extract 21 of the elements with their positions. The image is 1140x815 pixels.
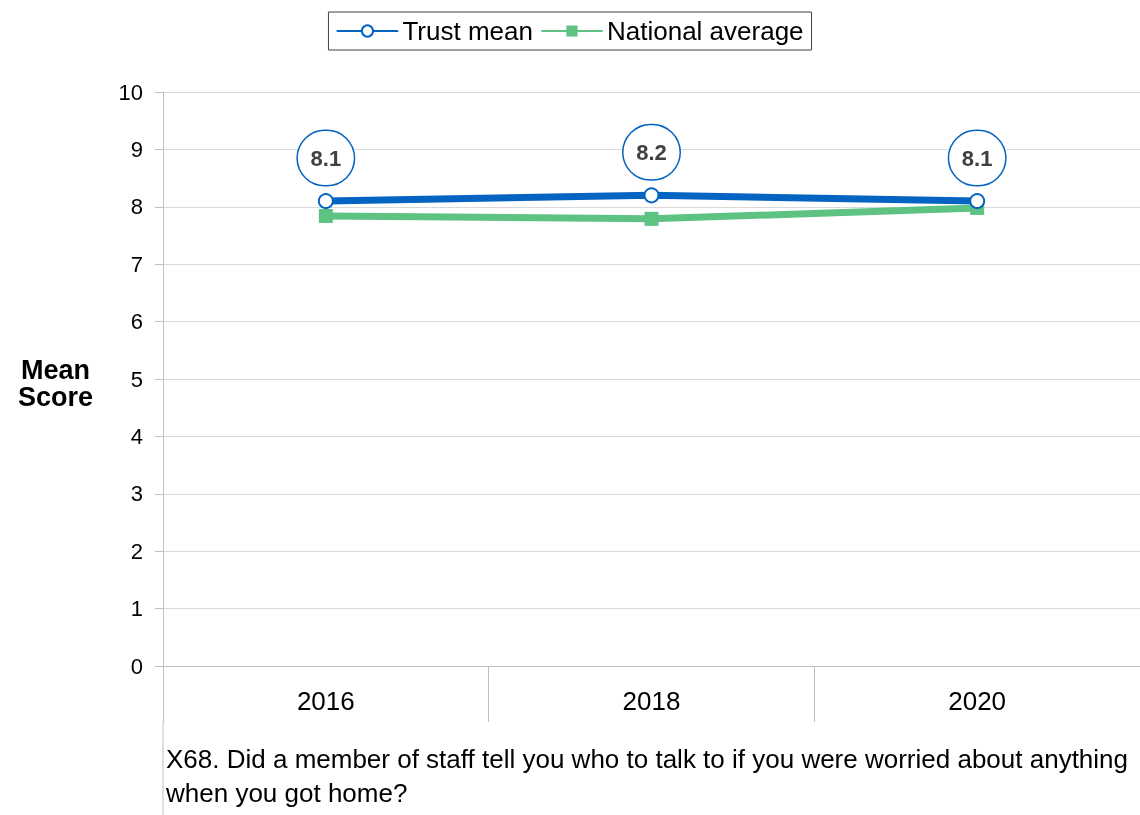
- legend-label: National average: [606, 16, 804, 46]
- data-label: 8.2: [636, 139, 667, 165]
- y-tick-label: 8: [130, 194, 143, 220]
- y-axis-title: Mean Score: [18, 354, 94, 412]
- y-tick-label: 5: [130, 366, 143, 392]
- y-tick-label: 2: [130, 538, 143, 564]
- data-label: 8.1: [961, 145, 993, 171]
- x-axis-title: X68. Did a member of staff tell you who to talk to if you were worried about anything when you got home?: [165, 744, 1136, 808]
- data-label: 8.1: [310, 145, 342, 171]
- x-tick-label: 2016: [296, 686, 355, 716]
- y-tick-label: 4: [130, 423, 143, 449]
- legend-label: Trust mean: [402, 16, 533, 46]
- y-tick-label: 9: [130, 136, 143, 162]
- y-tick-label: 6: [130, 309, 143, 335]
- y-tick-label: 3: [130, 481, 143, 507]
- y-tick-label: 7: [130, 251, 143, 277]
- x-tick-label: 2018: [622, 686, 681, 716]
- y-tick-label: 10: [118, 79, 143, 105]
- y-tick-label: 0: [130, 653, 143, 679]
- x-tick-label: 2020: [948, 686, 1007, 716]
- y-tick-label: 1: [130, 596, 143, 622]
